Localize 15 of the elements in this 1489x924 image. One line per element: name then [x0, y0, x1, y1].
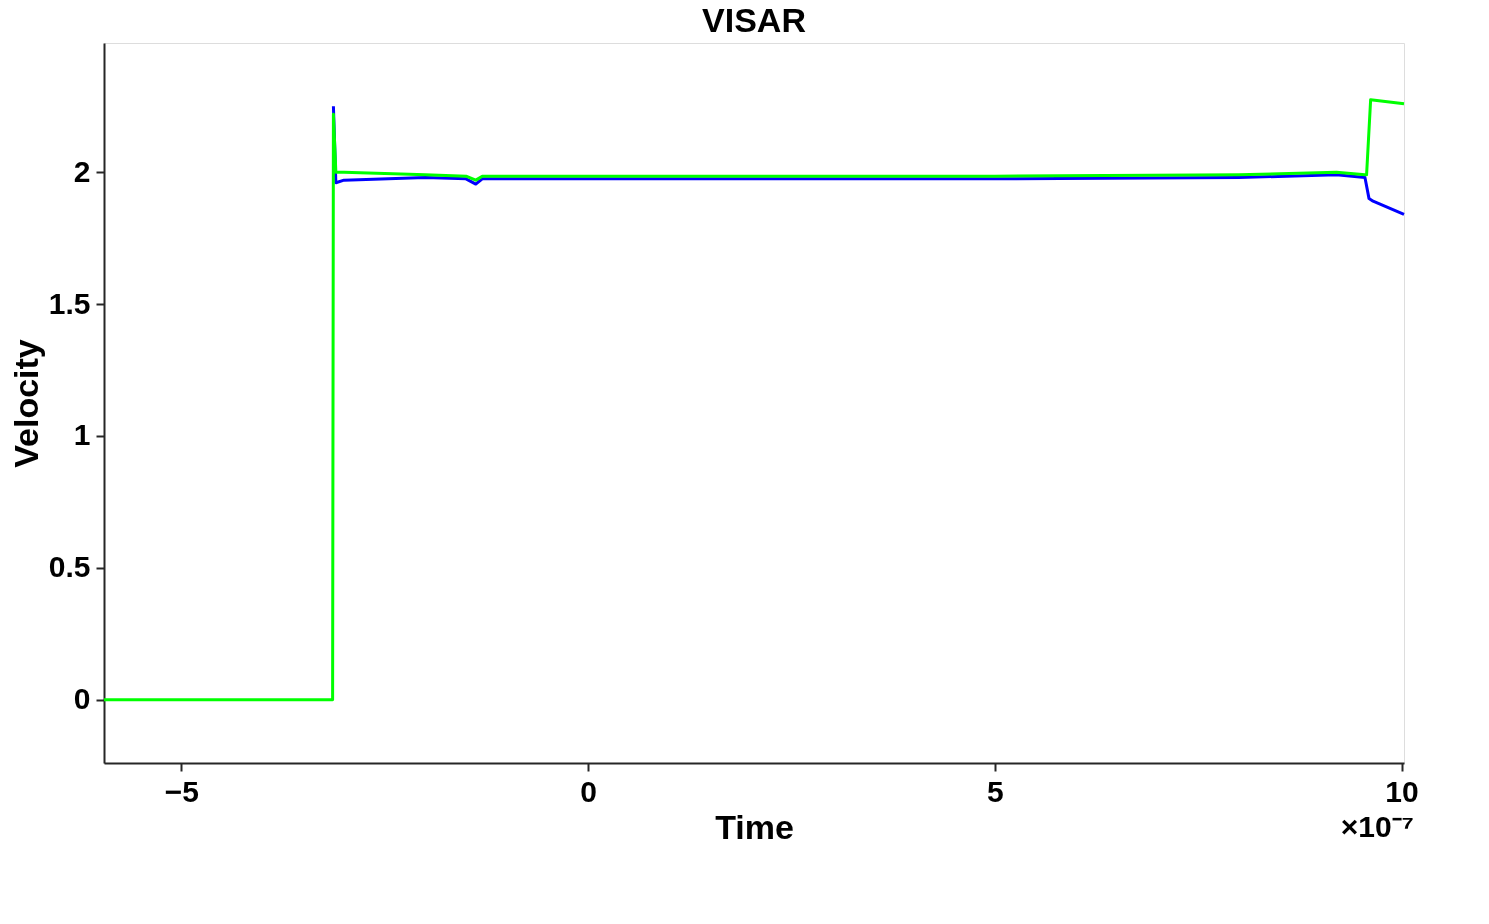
x-tick-label: 10: [1385, 774, 1419, 808]
y-tick-label: 0.5: [48, 550, 91, 584]
x-tick-label: 0: [580, 774, 597, 808]
line-series: [331, 104, 1406, 216]
y-tick-label: 2: [73, 154, 91, 188]
x-tick-label: 5: [986, 774, 1004, 808]
line-series: [102, 98, 1406, 702]
y-axis-title: Velocity: [6, 339, 45, 468]
y-tick-label: 1: [73, 418, 91, 452]
y-tick-label: 0: [73, 682, 91, 716]
y-tick-label: 1.5: [48, 286, 91, 320]
x-tick-label: −5: [164, 774, 199, 808]
chart-title: VISAR: [702, 1, 806, 39]
x-axis-title: Time: [715, 807, 794, 846]
text: ×10⁻⁷: [1340, 810, 1414, 843]
